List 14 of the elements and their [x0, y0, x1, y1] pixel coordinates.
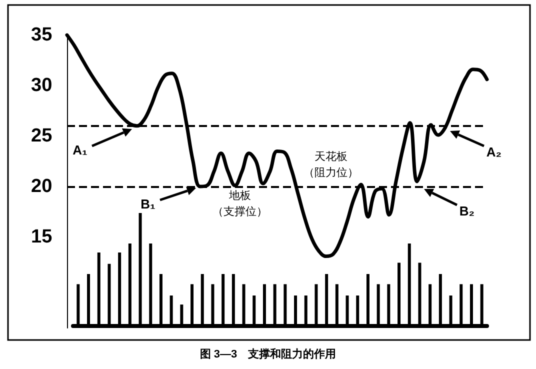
annotation: A₂	[486, 144, 502, 160]
annotation: A₁	[72, 142, 88, 158]
annotation: 天花板	[314, 150, 348, 163]
y-tick-label: 30	[31, 75, 52, 96]
annotation: （阻力位）	[304, 166, 358, 179]
annotation: B₂	[459, 204, 475, 218]
y-tick-label: 35	[31, 24, 53, 46]
y-tick-label: 25	[31, 126, 53, 147]
text: 图 3—3 支撑和阻力的作用	[200, 348, 336, 360]
annotation: 地板	[228, 189, 251, 202]
annotation: B₁	[140, 196, 156, 212]
annotation: （支撑位）	[212, 205, 268, 218]
y-tick-label: 15	[31, 226, 53, 248]
y-tick-label: 20	[31, 176, 52, 198]
